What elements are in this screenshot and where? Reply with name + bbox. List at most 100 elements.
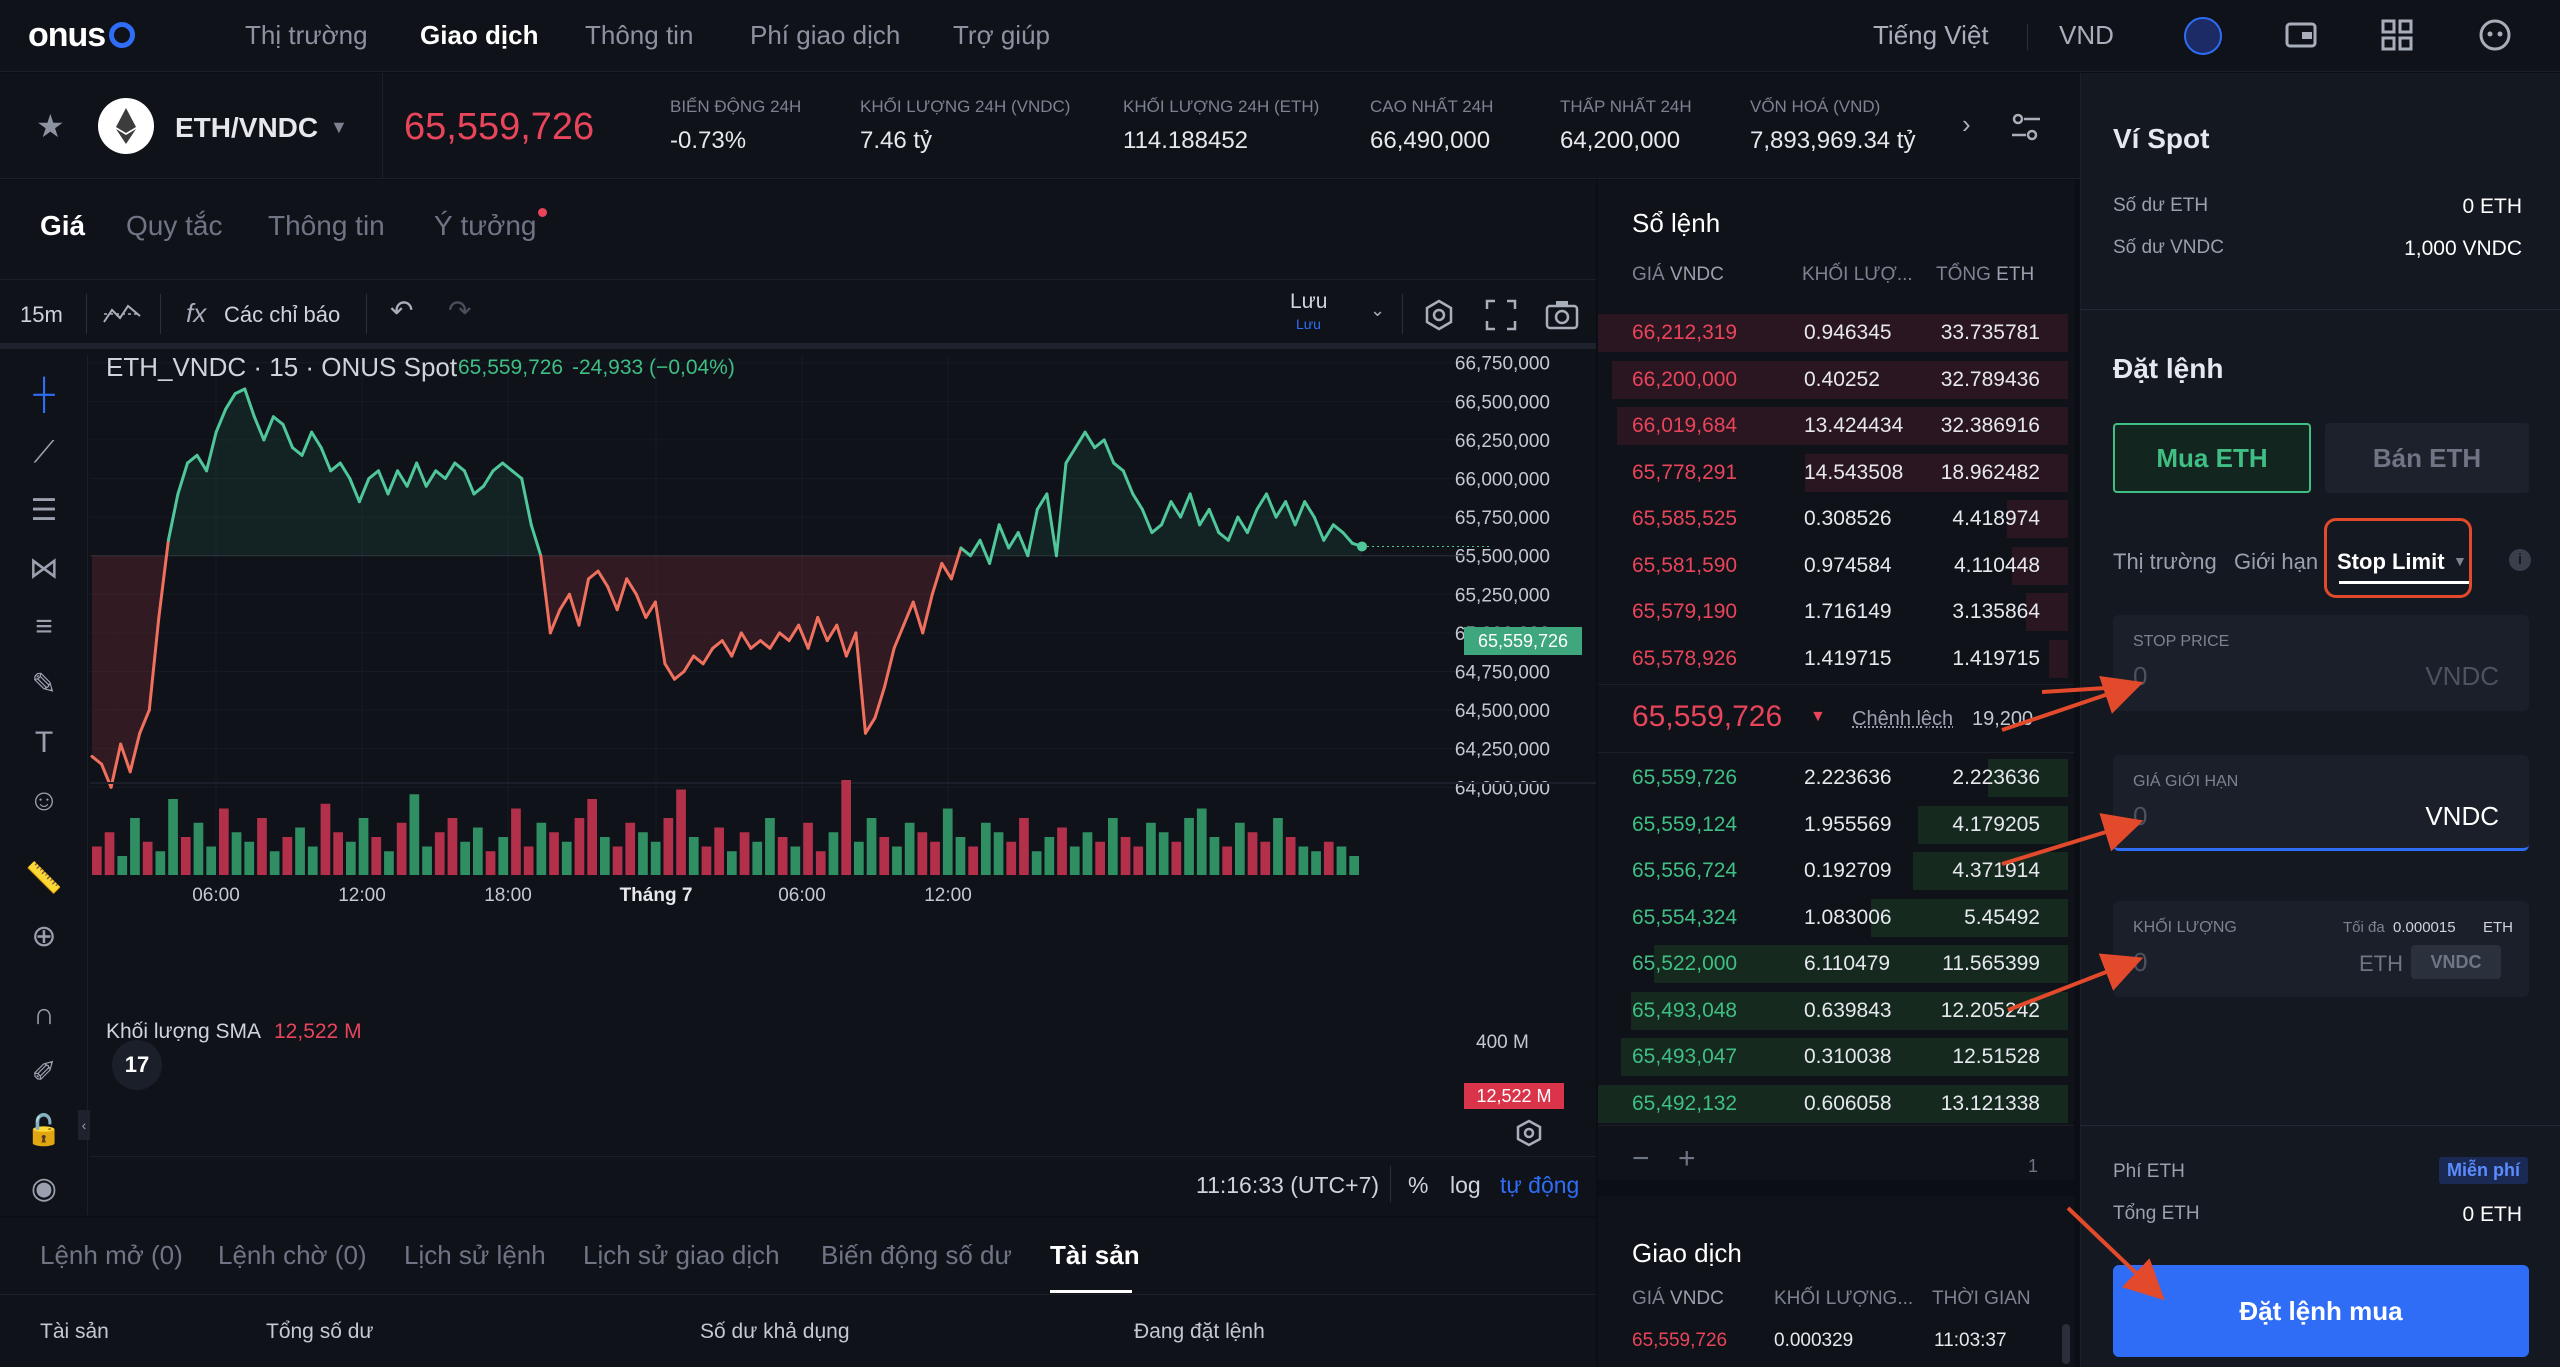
zoom-icon[interactable]: ⊕ [31,920,57,953]
tab-pending-orders[interactable]: Lệnh chờ (0) [218,1240,367,1270]
log-toggle[interactable]: log [1450,1172,1481,1198]
tab-balance-changes[interactable]: Biến động số dư [821,1240,1012,1270]
scrollbar[interactable] [2062,1324,2070,1364]
tab-open-orders[interactable]: Lệnh mở (0) [40,1240,183,1270]
depth-bar [1654,945,2068,983]
precision-increase-button[interactable]: + [1678,1142,1696,1175]
row-total: 12.51528 [1952,1045,2040,1068]
fullscreen-icon[interactable] [1484,298,1518,332]
chevron-down-icon[interactable]: ▼ [2453,553,2467,569]
chevron-down-icon[interactable]: ⌄ [1370,300,1386,320]
bid-row[interactable]: 65,559,726 2.223636 2.223636 [1598,755,2074,801]
stop-price-field[interactable]: STOP PRICE 0 VNDC [2113,615,2529,711]
indicators-button[interactable]: Các chỉ báo [224,302,341,327]
projection-icon[interactable]: ≡ [35,610,53,643]
function-icon[interactable]: fx [186,298,207,328]
place-buy-order-button[interactable]: Đặt lệnh mua [2113,1265,2529,1357]
order-type-market[interactable]: Thị trường [2113,549,2217,574]
brush-icon[interactable]: ✎ [31,668,57,701]
sell-tab[interactable]: Bán ETH [2325,423,2529,493]
ask-row[interactable]: 65,778,291 14.543508 18.962482 [1598,450,2074,496]
tab-assets[interactable]: Tài sản [1050,1240,1140,1270]
tradingview-logo-icon[interactable]: 17 [112,1040,162,1090]
eye-icon[interactable]: ◉ [30,1172,58,1205]
bid-row[interactable]: 65,554,324 1.083006 5.45492 [1598,895,2074,941]
bid-row[interactable]: 65,556,724 0.192709 4.371914 [1598,848,2074,894]
volume-bar [1260,841,1271,875]
volume-bar [1006,841,1017,875]
favorite-star-icon[interactable]: ★ [36,108,65,144]
redo-icon[interactable]: ↷ [448,295,472,326]
undo-icon[interactable]: ↶ [390,295,414,326]
ask-row[interactable]: 66,212,319 0.946345 33.735781 [1598,310,2074,356]
ask-row[interactable]: 65,579,190 1.716149 3.135864 [1598,589,2074,635]
text-tool-icon[interactable]: T [34,726,54,759]
language-selector[interactable]: Tiếng Việt [1873,20,1989,50]
fib-lines-icon[interactable]: ☰ [30,494,58,527]
collapse-tools-icon[interactable]: ‹ [78,1110,90,1140]
magnet-icon[interactable]: ∩ [33,998,55,1031]
order-type-limit[interactable]: Giới hạn [2234,549,2319,574]
ask-row[interactable]: 65,581,590 0.974584 4.110448 [1598,543,2074,589]
emoji-icon[interactable]: ☺ [28,784,60,817]
lock-pencil-icon[interactable]: ✐ [31,1056,57,1089]
crosshair-icon[interactable]: ┼ [33,378,55,411]
info-icon[interactable]: i [2509,549,2531,571]
logo[interactable]: onus [28,16,136,55]
account-icon[interactable] [2184,17,2222,55]
ask-row[interactable]: 66,200,000 0.40252 32.789436 [1598,357,2074,403]
apps-grid-icon[interactable] [2380,18,2414,52]
support-bot-icon[interactable] [2478,18,2512,52]
area-fill [1266,493,1277,556]
tab-ideas[interactable]: Ý tưởng [434,210,537,241]
chevron-down-icon[interactable]: ▼ [330,117,348,137]
nav-trade[interactable]: Giao dịch [420,20,539,50]
save-button[interactable]: Lưu [1290,290,1328,313]
unit-eth-toggle[interactable]: ETH [2359,951,2403,976]
chevron-right-icon[interactable]: › [1962,109,1971,139]
ruler-icon[interactable]: 📏 [25,862,63,895]
tab-trade-history[interactable]: Lịch sử giao dịch [583,1240,780,1270]
price-line-segment [653,600,667,666]
ask-row[interactable]: 65,578,926 1.419715 1.419715 [1598,636,2074,682]
tab-price[interactable]: Giá [40,210,86,241]
percent-toggle[interactable]: % [1408,1172,1429,1198]
bid-row[interactable]: 65,559,124 1.955569 4.179205 [1598,802,2074,848]
camera-icon[interactable] [1544,298,1580,332]
tab-info[interactable]: Thông tin [268,210,385,241]
filter-settings-icon[interactable] [2010,111,2042,143]
tab-rules[interactable]: Quy tắc [126,210,223,241]
pair-selector[interactable]: ETH/VNDC [175,112,319,143]
limit-price-field[interactable]: GIÁ GIỚI HẠN 0 VNDC [2113,755,2529,851]
auto-scale-toggle[interactable]: tự động [1500,1172,1580,1198]
volume-bar [460,841,470,875]
lock-icon[interactable]: 🔓 [25,1114,63,1147]
buy-tab[interactable]: Mua ETH [2113,423,2311,493]
wallet-icon[interactable] [2284,18,2318,52]
pattern-icon[interactable]: ⋈ [29,552,59,585]
nav-fees[interactable]: Phí giao dịch [750,20,901,50]
chart-type-icon[interactable] [102,300,142,330]
interval-selector[interactable]: 15m [20,302,63,327]
nav-markets[interactable]: Thị trường [245,20,368,50]
nav-info[interactable]: Thông tin [585,20,694,50]
trendline-icon[interactable]: ⟋ [33,436,55,469]
volume-bar [1120,837,1131,875]
bid-row[interactable]: 65,493,048 0.639843 12.205242 [1598,988,2074,1034]
ask-row[interactable]: 65,585,525 0.308526 4.418974 [1598,496,2074,542]
currency-selector[interactable]: VND [2059,20,2114,50]
price-chart[interactable]: 66,750,000 66,500,000 66,250,000 66,000,000… [90,355,1596,915]
unit-vndc-toggle[interactable]: VNDC [2411,945,2501,979]
nav-help[interactable]: Trợ giúp [953,20,1051,50]
ask-row[interactable]: 66,019,684 13.424434 32.386916 [1598,403,2074,449]
chart-settings-icon[interactable] [1514,1118,1544,1148]
settings-hex-icon[interactable] [1422,298,1456,332]
bid-row[interactable]: 65,493,047 0.310038 12.51528 [1598,1034,2074,1080]
y-tick-label: 66,500,000 [1455,392,1550,413]
tab-order-history[interactable]: Lịch sử lệnh [404,1240,546,1270]
order-type-stop-limit[interactable]: Stop Limit [2337,549,2445,574]
precision-decrease-button[interactable]: − [1632,1142,1650,1175]
amount-field[interactable]: KHỐI LƯỢNG Tối đa 0.000015 ETH 0 ETH VND… [2113,901,2529,997]
bid-row[interactable]: 65,522,000 6.110479 11.565399 [1598,941,2074,987]
bid-row[interactable]: 65,492,132 0.606058 13.121338 [1598,1081,2074,1127]
